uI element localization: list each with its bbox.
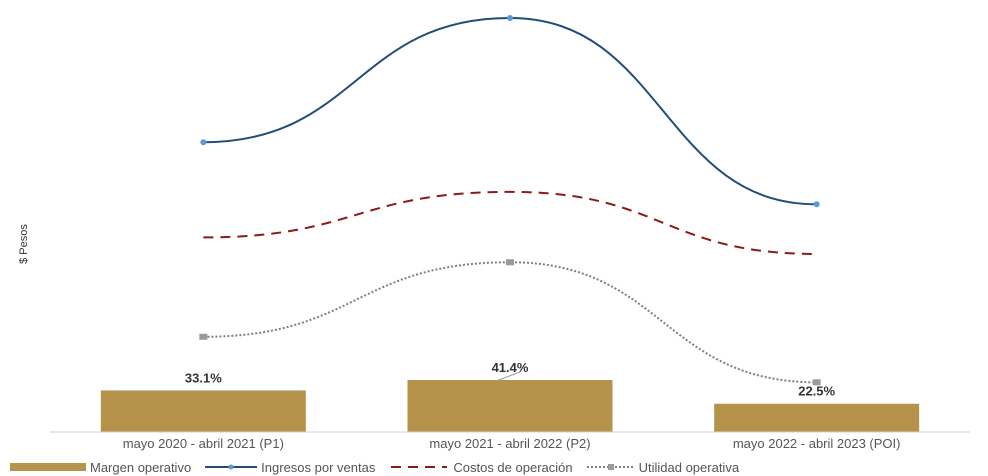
y-axis-label: $ Pesos: [18, 224, 30, 264]
series-1-point-3: [813, 201, 820, 208]
bar-label-leader: [495, 371, 521, 382]
x-tick-label-1: mayo 2020 - abril 2021 (P1): [123, 436, 284, 451]
bar-label-2: 41.4%: [492, 360, 529, 375]
x-tick-labels: mayo 2020 - abril 2021 (P1) mayo 2021 - a…: [123, 436, 901, 451]
legend-item-margen: Margen operativo: [10, 460, 191, 475]
series-line-2: [203, 190, 817, 255]
legend-swatch-ingresos: [205, 464, 258, 470]
series-1-point-2: [507, 15, 513, 21]
series-line-1: [203, 16, 817, 206]
series-1-point-1: [200, 139, 207, 146]
series-3-point-2: [506, 259, 514, 266]
bar-2: [407, 380, 613, 432]
x-tick-label-2: mayo 2021 - abril 2022 (P2): [429, 436, 590, 451]
lines-group: [199, 15, 821, 386]
legend-label-margen: Margen operativo: [90, 459, 192, 475]
bar-1: [100, 390, 306, 432]
bars-group: [100, 380, 920, 432]
bar-label-3: 22.5%: [798, 384, 835, 399]
bar-3: [714, 403, 920, 432]
legend-label-costos: Costos de operación: [453, 459, 573, 475]
bar-label-1: 33.1%: [185, 370, 222, 385]
data-labels: 33.1% 41.4% 22.5%: [185, 360, 836, 399]
x-tick-label-3: mayo 2022 - abril 2023 (POI): [733, 436, 901, 451]
legend-swatch-costos: [391, 466, 448, 468]
series-line-3: [203, 261, 817, 384]
series-3-point-1: [199, 333, 208, 340]
series-3-point-3: [812, 379, 821, 386]
legend-label-ingresos: Ingresos por ventas: [261, 459, 376, 475]
legend: Margen operativo Ingresos por ventas Cos…: [10, 459, 753, 475]
legend-item-costos: Costos de operación: [389, 459, 573, 475]
legend-item-utilidad: Utilidad operativa: [586, 459, 740, 475]
legend-swatch-bar: [10, 463, 86, 471]
legend-swatch-utilidad: [586, 464, 635, 470]
legend-item-ingresos: Ingresos por ventas: [205, 460, 375, 475]
legend-label-utilidad: Utilidad operativa: [638, 459, 740, 475]
